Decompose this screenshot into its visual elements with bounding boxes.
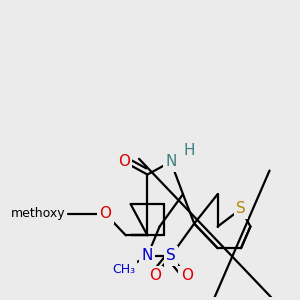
Text: N: N <box>142 248 153 263</box>
Text: O: O <box>118 154 130 169</box>
Text: O: O <box>149 268 161 283</box>
Text: S: S <box>166 248 176 263</box>
Text: S: S <box>236 201 246 216</box>
Text: methoxy: methoxy <box>11 207 66 220</box>
Text: O: O <box>181 268 193 283</box>
Text: CH₃: CH₃ <box>112 263 136 276</box>
Text: N: N <box>165 154 176 169</box>
Text: O: O <box>99 206 111 221</box>
Text: H: H <box>184 142 195 158</box>
